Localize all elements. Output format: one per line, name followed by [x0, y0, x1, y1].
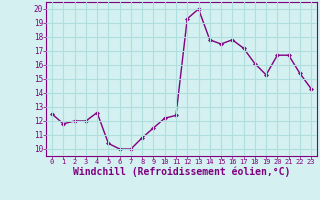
- X-axis label: Windchill (Refroidissement éolien,°C): Windchill (Refroidissement éolien,°C): [73, 167, 290, 177]
